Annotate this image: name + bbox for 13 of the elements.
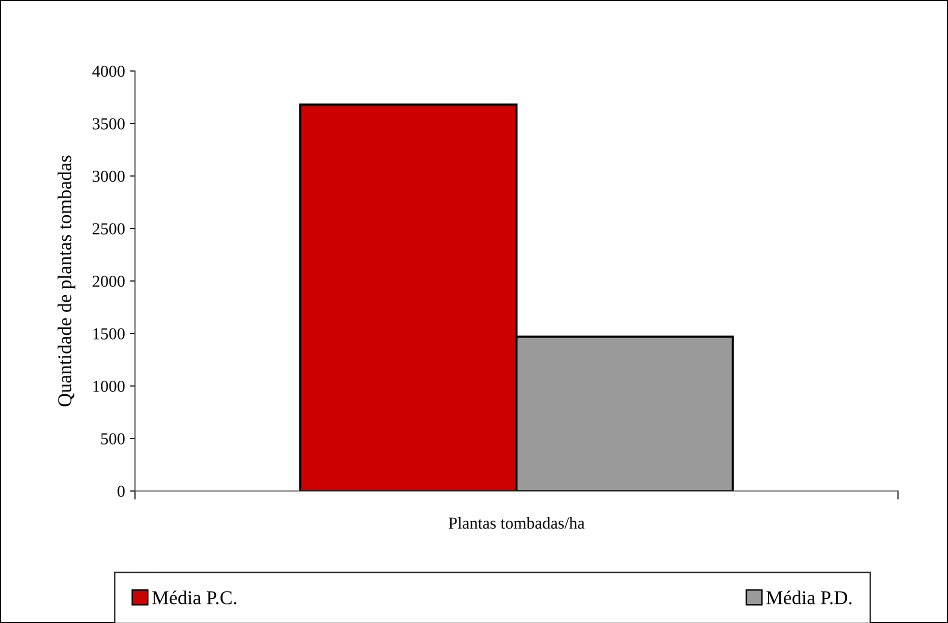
y-tick-label: 2500 (92, 223, 125, 234)
y-tick-label: 0 (118, 486, 125, 497)
y-tick-label: 3000 (92, 170, 125, 182)
x-tick-label: Plantas tombadas/ha (448, 517, 585, 529)
y-tick-label: 1000 (93, 380, 125, 392)
y-tick-label: 4000 (92, 66, 125, 77)
y-tick-label: 1500 (93, 328, 125, 340)
legend-label: Média P.C. (152, 590, 236, 604)
y-tick-label: 500 (101, 433, 125, 444)
legend-label: Média P.D. (766, 590, 852, 604)
y-tick-label: 2000 (92, 276, 125, 287)
y-tick-label: 3500 (92, 118, 125, 130)
y-axis-title: Quantidade de plantas tombadas (58, 156, 76, 406)
